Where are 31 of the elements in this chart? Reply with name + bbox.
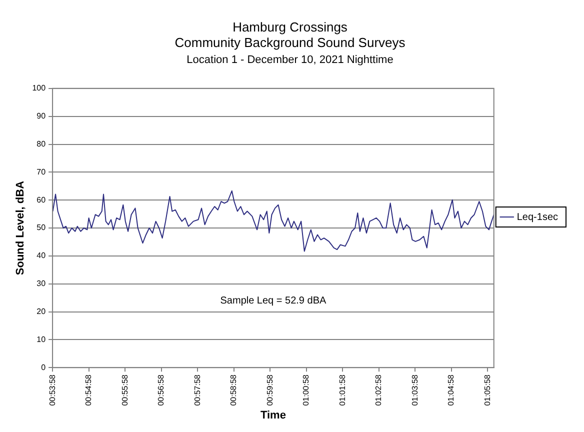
y-tick-label: 80	[36, 139, 46, 148]
x-tick-label: 00:58:58	[229, 374, 238, 406]
x-tick-label: 01:00:58	[302, 374, 311, 406]
x-tick-label: 00:59:58	[265, 374, 274, 406]
chart-subtitle: Community Background Sound Surveys	[174, 34, 406, 50]
x-tick-label: 01:05:58	[482, 374, 492, 406]
x-tick-label: 00:57:58	[192, 374, 202, 406]
y-tick-label: 60	[36, 195, 46, 204]
x-tick-label: 01:03:58	[410, 374, 420, 406]
text: Location 1 - December 10, 2021 Nighttime	[186, 54, 394, 66]
y-tick-label: 10	[36, 334, 46, 344]
x-tick-label: 00:53:58	[48, 374, 57, 406]
x-tick-label: 01:02:58	[374, 374, 384, 406]
y-tick-label: 0	[41, 362, 46, 372]
x-tick-label: 00:54:58	[84, 374, 94, 406]
annotation: Sample Leq = 52.9 dBA	[220, 295, 326, 306]
y-tick-label: 30	[36, 279, 46, 288]
legend-label: Leq-1sec	[516, 212, 558, 223]
x-tick-label: 00:55:58	[120, 374, 130, 406]
y-tick-label: 100	[32, 84, 46, 93]
y-tick-label: 40	[36, 251, 46, 260]
y-tick-label: 70	[36, 167, 46, 176]
chart-title: Hamburg Crossings	[232, 19, 348, 34]
y-tick-label: 90	[36, 112, 46, 121]
x-tick-label: 00:56:58	[156, 374, 166, 406]
y-tick-label: 20	[36, 307, 46, 316]
x-axis-title: Time	[260, 409, 286, 422]
y-tick-label: 50	[36, 223, 46, 232]
y-axis-title: Sound Level, dBA	[14, 180, 27, 276]
x-tick-label: 01:04:58	[446, 374, 456, 406]
x-tick-label: 01:01:58	[338, 374, 347, 406]
